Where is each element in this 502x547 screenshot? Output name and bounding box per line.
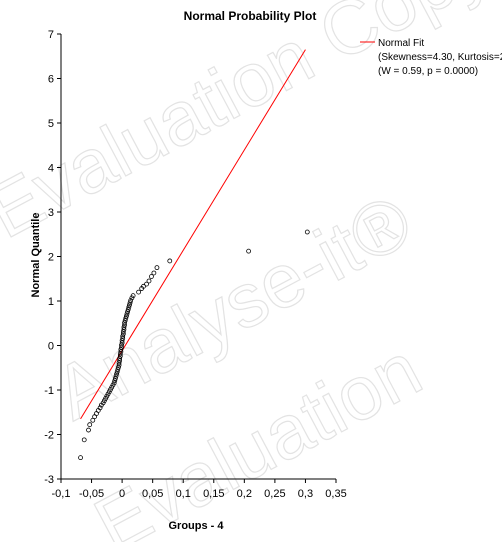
data-points (78, 229, 310, 461)
data-point (117, 356, 123, 361)
y-tick-label: 7 (48, 29, 54, 41)
data-point (117, 351, 123, 357)
data-point (121, 327, 127, 332)
y-tick-label: -2 (44, 430, 54, 442)
data-point (119, 340, 125, 346)
x-axis-title: Groups - 4 (168, 520, 224, 532)
x-tick-label: -0,05 (79, 488, 104, 500)
data-point (119, 338, 125, 344)
data-point (118, 349, 124, 355)
data-point (119, 342, 124, 348)
data-point (90, 417, 96, 423)
x-tick-label: 0,1 (176, 488, 191, 500)
data-point (136, 289, 142, 295)
x-tick-label: 0 (119, 488, 125, 500)
data-point (114, 369, 120, 375)
data-point (154, 265, 160, 271)
y-tick-label: 5 (48, 118, 54, 130)
data-point (141, 283, 146, 289)
data-point (123, 315, 129, 321)
y-axis-title: Normal Quantile (30, 213, 42, 298)
data-point (122, 322, 127, 328)
data-point (112, 378, 118, 384)
data-point (124, 311, 130, 317)
y-tick-label: 0 (48, 341, 54, 353)
data-point (120, 335, 126, 341)
data-point (120, 331, 126, 337)
data-point (112, 376, 118, 381)
data-point (146, 278, 152, 284)
data-point (116, 364, 121, 370)
data-point (117, 353, 123, 359)
data-point (128, 298, 134, 303)
x-tick-label: 0,35 (325, 488, 346, 500)
y-tick-label: 6 (48, 74, 54, 86)
data-point (87, 422, 93, 428)
data-point (120, 333, 126, 339)
data-point (127, 302, 132, 308)
x-tick-label: 0,2 (237, 488, 252, 500)
data-point (86, 427, 91, 433)
data-point (125, 309, 131, 315)
data-point (304, 229, 310, 235)
data-point (97, 405, 103, 411)
data-point (117, 358, 123, 364)
data-point (119, 344, 124, 350)
x-tick-label: 0,15 (203, 488, 224, 500)
data-point (121, 324, 127, 330)
data-point (116, 360, 122, 366)
data-point (122, 318, 128, 323)
data-point (144, 281, 149, 287)
data-point (149, 274, 154, 279)
data-point (151, 270, 157, 276)
x-tick-label: -0,1 (52, 488, 71, 500)
data-point (118, 347, 124, 352)
data-point (127, 300, 133, 306)
data-point (246, 248, 252, 254)
axes: -3 -2 -1 0 1 2 3 4 5 6 7 -0,1 -0,05 0 0,05 0,1 0,15 0,2 0,… (44, 29, 346, 500)
data-point (78, 455, 83, 461)
data-point (120, 329, 126, 335)
data-point (111, 380, 117, 386)
y-tick-label: -1 (44, 385, 54, 397)
chart-title: Normal Probability Plot (184, 9, 317, 23)
y-tick-label: -3 (44, 474, 54, 486)
x-tick-label: 0,25 (264, 488, 285, 500)
data-point (126, 304, 132, 310)
y-tick-label: 1 (48, 296, 54, 308)
data-point (114, 371, 120, 377)
legend-stats-w: (W = 0.59, p = 0.0000) (378, 66, 478, 77)
y-tick-label: 2 (48, 252, 54, 264)
legend-stats-skew: (Skewness=4.30, Kurtosis=27.23) (378, 52, 502, 63)
watermark-text: Evaluation Copy (0, 0, 502, 255)
data-point (167, 258, 173, 264)
x-tick-label: 0,05 (142, 488, 163, 500)
legend: Normal Fit (Skewness=4.30, Kurtosis=27.2… (360, 38, 502, 77)
y-tick-label: 4 (48, 163, 54, 175)
data-point (115, 367, 121, 372)
x-tick-label: 0,3 (298, 488, 313, 500)
data-point (113, 373, 119, 379)
y-tick-label: 3 (48, 207, 54, 219)
data-point (122, 320, 127, 326)
data-point (81, 437, 87, 443)
data-point (116, 362, 122, 368)
data-point (130, 293, 136, 299)
legend-fit-label: Normal Fit (378, 38, 424, 49)
data-point (125, 307, 131, 312)
data-point (123, 313, 129, 319)
